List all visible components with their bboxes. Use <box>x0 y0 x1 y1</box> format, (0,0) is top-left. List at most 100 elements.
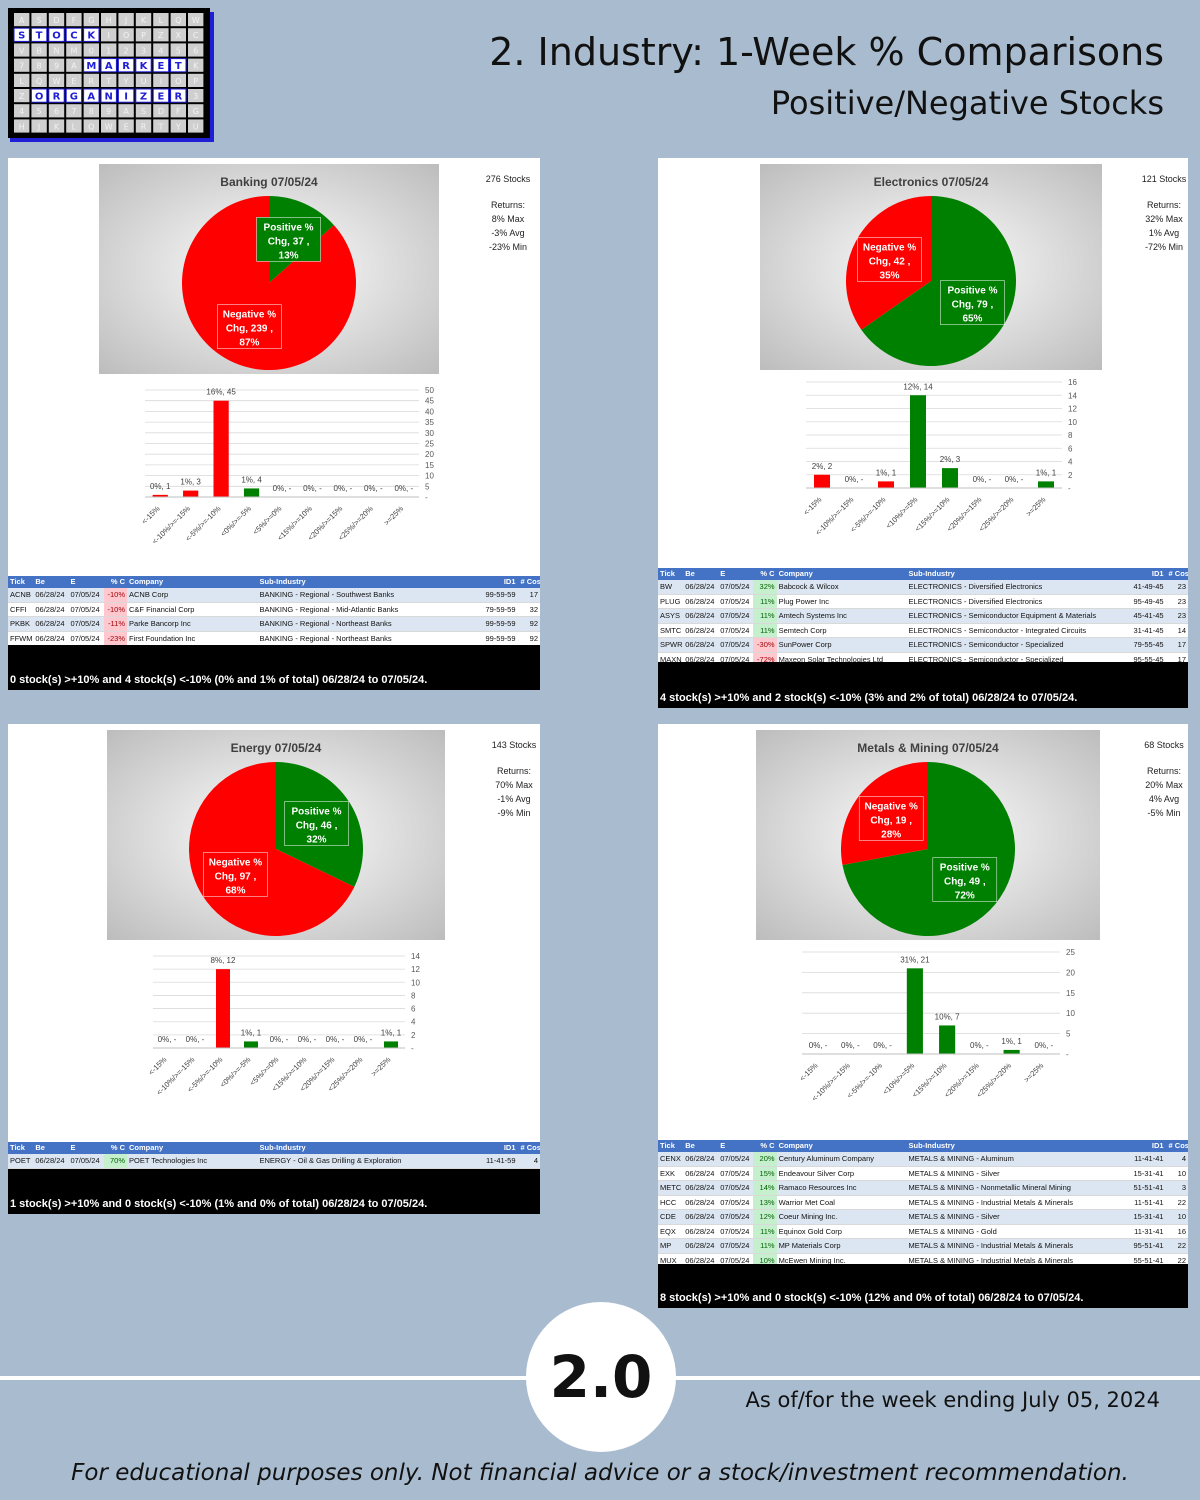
table-cell: 23 <box>1177 582 1186 591</box>
logo-letter: O <box>35 92 44 103</box>
table-cell: ELECTRONICS - Diversified Electronics <box>908 596 1043 606</box>
energy-summary-bar: 1 stock(s) >+10% and 0 stock(s) <-10% (1… <box>8 1169 540 1214</box>
electronics-ytick: 16 <box>1068 378 1077 387</box>
column-header[interactable]: Company <box>129 577 164 586</box>
table-cell: McEwen Mining Inc. <box>778 1255 846 1265</box>
table-cell: ELECTRONICS - Semiconductor - Specialize… <box>908 654 1064 664</box>
stock-market-organizer-logo: ASDFGHJKLQWERTYUIOPZXCVBNM0123456789ASDF… <box>8 8 214 142</box>
table-cell: 07/05/24 <box>720 1212 750 1221</box>
table-cell: 07/05/24 <box>70 1156 100 1165</box>
electronics-bar-label: 2%, 2 <box>812 462 833 471</box>
column-header[interactable]: Be <box>685 1141 695 1150</box>
column-header[interactable]: Tick <box>10 1143 25 1152</box>
metals-bar-label: 0%, - <box>873 1041 892 1050</box>
banking-bar-label: 1%, 4 <box>241 475 262 484</box>
table-cell: 15% <box>753 1166 777 1180</box>
svg-text:3: 3 <box>141 46 146 55</box>
svg-text:7: 7 <box>71 107 76 116</box>
column-header[interactable]: ID1 <box>1151 569 1164 578</box>
column-header[interactable]: Be <box>685 569 695 578</box>
table-cell: 06/28/24 <box>685 1183 715 1192</box>
table-cell: 07/05/24 <box>720 1197 750 1207</box>
energy-ytick: 12 <box>411 965 420 974</box>
electronics-stat-4: -72% Min <box>1145 242 1183 252</box>
column-header[interactable]: Tick <box>660 1141 675 1150</box>
electronics-summary-bar: 4 stock(s) >+10% and 2 stock(s) <-10% (3… <box>658 662 1188 708</box>
table-cell: 07/05/24 <box>70 590 100 599</box>
logo-letter: M <box>86 61 96 72</box>
column-header[interactable]: ID1 <box>503 577 516 586</box>
table-cell: 11% <box>753 609 777 623</box>
column-header[interactable]: % C <box>110 577 126 586</box>
column-header[interactable]: Sub-Industry <box>908 1141 955 1150</box>
electronics-pie-negative-label: Negative % <box>863 242 916 253</box>
electronics-bar <box>878 481 894 488</box>
column-header[interactable]: Be <box>35 1143 45 1152</box>
svg-text:I: I <box>108 31 110 40</box>
column-header[interactable]: Sub-Industry <box>259 577 306 586</box>
column-header[interactable]: # Cos <box>1168 1141 1188 1150</box>
table-cell: 92 <box>529 619 539 628</box>
banking-bar-label: 0%, 1 <box>150 482 171 491</box>
banking-stat-0: 276 Stocks <box>486 174 531 184</box>
column-header[interactable]: # Cos <box>1168 569 1188 578</box>
table-cell: 11% <box>753 1239 777 1253</box>
column-header[interactable]: E <box>70 577 76 586</box>
energy-ytick: 6 <box>411 1005 416 1014</box>
table-cell: 07/05/24 <box>720 1154 750 1163</box>
table-cell: 23 <box>1177 596 1186 606</box>
table-cell: -30% <box>753 638 777 652</box>
column-header[interactable]: Company <box>778 569 813 578</box>
electronics-stock-table: Tick Be E % C Company Sub-Industry ID1 # Cos BW 0… <box>658 568 1188 667</box>
column-header[interactable]: Company <box>129 1143 164 1152</box>
svg-text:D: D <box>53 16 59 25</box>
column-header[interactable]: # Cos <box>520 1143 541 1152</box>
column-header[interactable]: Sub-Industry <box>259 1143 306 1152</box>
svg-text:W: W <box>192 16 200 25</box>
table-cell: ELECTRONICS - Semiconductor - Specialize… <box>908 640 1064 649</box>
table-cell: MUX <box>660 1255 677 1265</box>
svg-text:Y: Y <box>123 77 129 86</box>
column-header[interactable]: ID1 <box>1151 1141 1164 1150</box>
table-cell: 55-51-41 <box>1133 1255 1164 1265</box>
column-header[interactable]: % C <box>110 1143 126 1152</box>
table-cell: 22 <box>1177 1241 1186 1250</box>
column-header[interactable]: E <box>70 1143 76 1152</box>
table-cell: 07/05/24 <box>70 619 100 628</box>
column-header[interactable]: Company <box>778 1141 813 1150</box>
table-cell: 32 <box>529 604 539 614</box>
table-cell: 11% <box>753 623 777 637</box>
column-header[interactable]: # Cos <box>520 577 541 586</box>
banking-ytick: 35 <box>425 418 434 427</box>
energy-stat-2: 70% Max <box>495 780 533 790</box>
column-header[interactable]: Tick <box>10 577 25 586</box>
table-cell: 07/05/24 <box>720 654 750 664</box>
svg-text:O: O <box>175 77 181 86</box>
column-header[interactable]: E <box>720 1141 726 1150</box>
table-cell: MAXN <box>660 654 682 664</box>
svg-text:P: P <box>141 31 146 40</box>
table-cell: ACNB <box>10 590 31 599</box>
logo-letter: O <box>52 31 61 42</box>
metals-bar <box>1003 1049 1020 1054</box>
column-header[interactable]: E <box>720 569 726 578</box>
column-header[interactable]: % C <box>760 569 775 578</box>
metals-pie-negative-label-box <box>858 796 924 841</box>
electronics-stat-1: Returns: <box>1147 200 1181 210</box>
metals-stat-4: -5% Min <box>1147 808 1180 818</box>
banking-pie-positive-label: Chg, 37 , <box>268 236 310 247</box>
column-header[interactable]: ID1 <box>503 1143 516 1152</box>
metals-stat-1: Returns: <box>1147 766 1181 776</box>
metals-pie-negative-label: Negative % <box>865 801 918 812</box>
table-cell: Century Aluminum Company <box>778 1154 875 1163</box>
column-header[interactable]: Be <box>35 577 45 586</box>
column-header[interactable]: Tick <box>660 569 675 578</box>
column-header[interactable]: % C <box>760 1141 775 1150</box>
energy-pie-negative-label: 68% <box>225 885 245 896</box>
svg-text:J: J <box>37 122 40 131</box>
banking-bar-label: 0%, - <box>334 484 353 493</box>
table-cell: 22 <box>1177 1197 1186 1207</box>
table-cell: 92 <box>529 633 539 643</box>
table-cell: 07/05/24 <box>720 582 750 591</box>
column-header[interactable]: Sub-Industry <box>908 569 955 578</box>
